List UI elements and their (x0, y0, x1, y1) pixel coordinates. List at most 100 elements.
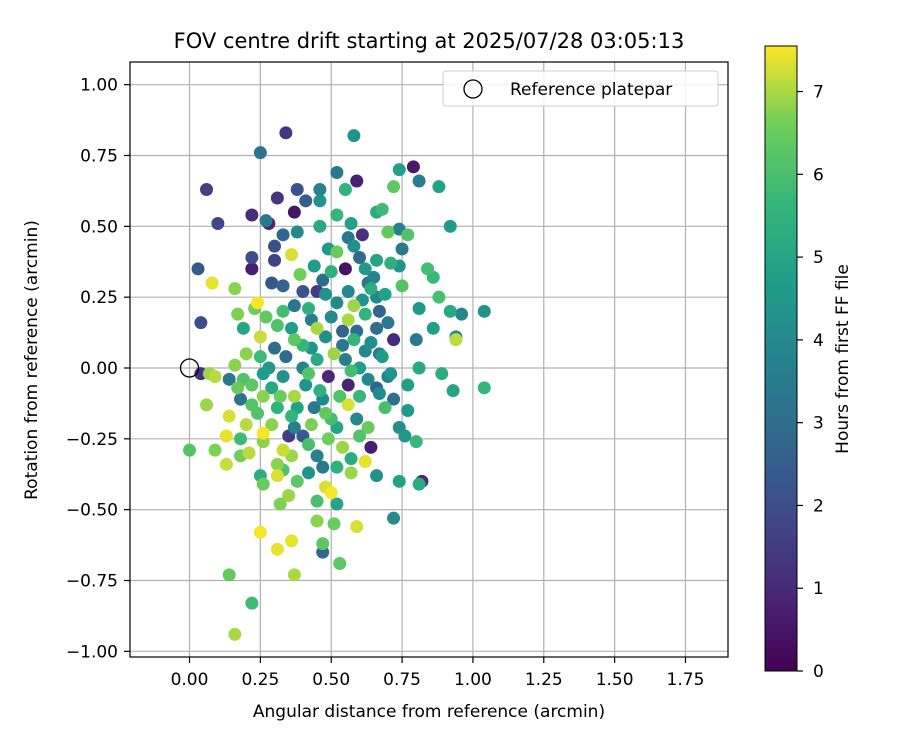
data-point (350, 412, 364, 426)
data-point (265, 276, 279, 290)
x-axis-ticks: 0.00 0.25 0.50 0.75 1.00 1.25 1.50 1.75 (171, 657, 705, 690)
y-tick-label: 1.00 (80, 76, 118, 96)
data-point (330, 245, 344, 259)
x-tick-label: 0.75 (383, 670, 421, 690)
data-point (401, 228, 415, 242)
y-tick-label: 0.50 (80, 217, 118, 237)
data-point (392, 163, 406, 177)
data-point (270, 319, 284, 332)
x-tick-label: 1.50 (596, 670, 634, 690)
data-point (270, 401, 284, 415)
data-point (293, 268, 307, 281)
data-point (236, 321, 250, 335)
data-point (358, 455, 372, 468)
data-point (256, 367, 270, 381)
data-point (426, 321, 440, 335)
data-point (290, 225, 304, 239)
data-point (313, 194, 327, 208)
data-point (381, 225, 395, 239)
reference-marker (179, 358, 200, 378)
data-point (313, 384, 327, 398)
data-point (287, 568, 301, 582)
data-point (435, 367, 449, 381)
data-point (358, 262, 372, 276)
data-point (421, 262, 435, 276)
data-point (384, 367, 398, 381)
data-point (282, 489, 296, 502)
data-point (333, 557, 347, 570)
data-point (412, 361, 426, 375)
data-point (310, 494, 324, 508)
y-tick-label: 0.00 (80, 359, 118, 379)
data-point (330, 460, 344, 474)
data-point (285, 248, 299, 262)
data-point (310, 353, 324, 366)
data-point (350, 174, 364, 188)
x-tick-label: 0.25 (241, 670, 279, 690)
data-point (364, 440, 378, 454)
x-tick-label: 1.25 (525, 670, 563, 690)
data-point (353, 389, 367, 403)
data-point (395, 242, 409, 256)
data-point (341, 398, 355, 412)
data-point (324, 310, 338, 324)
data-point (384, 256, 398, 270)
data-point (287, 299, 301, 313)
data-point (259, 214, 273, 228)
data-point (234, 392, 248, 406)
data-point (222, 372, 236, 386)
data-point (285, 409, 299, 423)
data-point (268, 239, 282, 253)
y-axis-label: Rotation from reference (arcmin) (22, 220, 42, 500)
data-point (370, 253, 384, 267)
data-point (409, 333, 423, 347)
data-point (270, 191, 284, 205)
data-point (183, 443, 197, 457)
data-point (455, 307, 469, 321)
data-point (347, 333, 361, 347)
data-point (307, 401, 321, 415)
data-point (231, 381, 245, 395)
x-tick-label: 1.75 (667, 670, 705, 690)
data-point (313, 219, 327, 233)
data-point (324, 265, 338, 279)
y-tick-label: 0.75 (80, 147, 118, 167)
y-tick-label: −0.75 (66, 572, 118, 592)
legend-box (442, 70, 719, 107)
data-point (287, 421, 301, 434)
data-point (211, 217, 225, 230)
data-point (245, 262, 259, 276)
data-point (256, 426, 270, 440)
colorbar-tick-label: 0 (813, 662, 824, 682)
y-axis-ticks: 1.00 0.75 0.50 0.25 0.00 −0.25 −0.50 −0.75 −1.00 (66, 76, 130, 662)
data-point (338, 183, 352, 196)
data-point (219, 457, 233, 471)
chart-title: FOV centre drift starting at 2025/07/28 … (174, 29, 685, 53)
data-point (319, 406, 333, 420)
data-point (449, 333, 463, 347)
data-point (353, 429, 367, 443)
data-point (228, 282, 242, 296)
data-point (333, 389, 347, 403)
data-point (273, 497, 287, 511)
data-point (355, 228, 369, 242)
data-point (324, 486, 338, 500)
x-axis-label: Angular distance from reference (arcmin) (253, 702, 605, 722)
data-point (256, 477, 270, 491)
data-point (310, 449, 324, 463)
data-point (370, 321, 384, 335)
colorbar: 0 1 2 3 4 5 6 7 Hours from first FF file (764, 45, 853, 682)
data-point (310, 514, 324, 528)
data-point (338, 262, 352, 276)
data-point (228, 627, 242, 641)
data-point (387, 511, 401, 525)
data-point (412, 174, 426, 188)
data-point (299, 194, 313, 208)
data-point (253, 525, 267, 539)
colorbar-tick-label: 7 (813, 83, 824, 103)
data-point (253, 330, 267, 344)
data-point (358, 307, 372, 321)
data-point (279, 350, 293, 364)
data-point (253, 350, 267, 364)
